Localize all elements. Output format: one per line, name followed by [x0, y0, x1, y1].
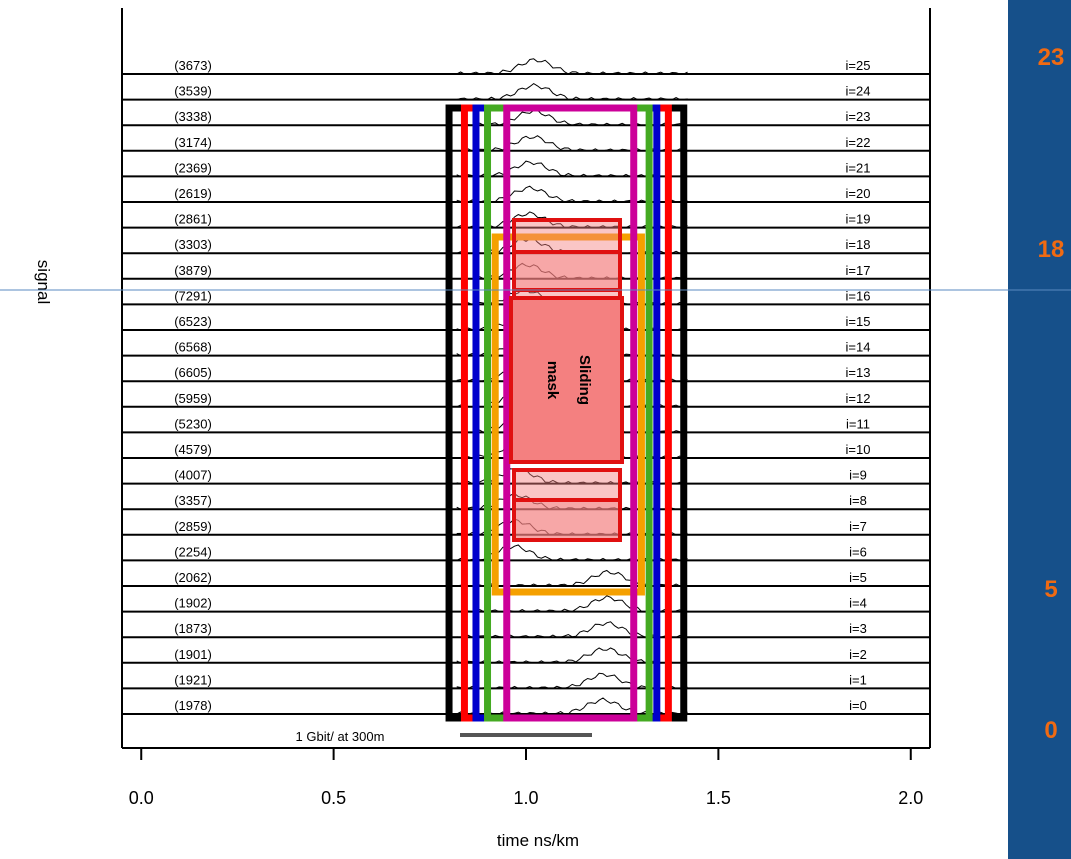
- scale-bar-label: 1 Gbit/ at 300m: [296, 729, 385, 744]
- trace-right-label: i=8: [849, 493, 867, 508]
- trace-right-label: i=24: [846, 84, 871, 99]
- trace-right-label: i=16: [846, 288, 871, 303]
- trace-right-label: i=11: [846, 416, 870, 431]
- trace-right-label: i=20: [846, 186, 871, 201]
- trace-left-label: (5230): [174, 416, 212, 431]
- x-tick-label: 0.0: [129, 788, 154, 808]
- trace-right-label: i=15: [846, 314, 871, 329]
- trace-left-label: (2062): [174, 570, 212, 585]
- trace-right-label: i=0: [849, 698, 867, 713]
- trace-left-label: (3539): [174, 84, 212, 99]
- trace-waveform: [456, 82, 688, 101]
- trace-left-label: (5959): [174, 391, 212, 406]
- trace-right-label: i=17: [846, 263, 871, 278]
- trace-right-label: i=10: [846, 442, 871, 457]
- trace-right-label: i=23: [846, 109, 871, 124]
- trace-right-label: i=9: [849, 468, 867, 483]
- trace-left-label: (1921): [174, 672, 212, 687]
- trace-left-label: (3879): [174, 263, 212, 278]
- sliding-mask-group: Sliding mask: [509, 218, 624, 542]
- trace-right-label: i=5: [849, 570, 867, 585]
- window-box: [503, 104, 638, 722]
- sliding-mask-label: Sliding: [576, 355, 593, 405]
- trace-right-label: i=14: [846, 340, 871, 355]
- side-label-0: 0: [1044, 717, 1058, 744]
- trace-left-label: (2254): [174, 544, 212, 559]
- trace-right-label: i=13: [846, 365, 871, 380]
- window-box: [491, 233, 645, 596]
- trace-left-label: (4579): [174, 442, 212, 457]
- window-boxes: [445, 104, 688, 722]
- traces: (1978) i=0 (1921) i=1 (1901) i=2 (1873) i=3 (190…: [122, 58, 930, 715]
- trace-left-label: (2861): [174, 212, 212, 227]
- trace-right-label: i=7: [849, 519, 867, 534]
- trace-right-label: i=3: [849, 621, 867, 636]
- trace-left-label: (3303): [174, 237, 212, 252]
- trace-left-label: (3174): [174, 135, 212, 150]
- trace-right-label: i=19: [846, 212, 871, 227]
- trace-left-label: (1978): [174, 698, 212, 713]
- trace-right-label: i=12: [846, 391, 871, 406]
- trace-left-label: (1873): [174, 621, 212, 636]
- trace-left-label: (6605): [174, 365, 212, 380]
- trace-left-label: (6568): [174, 340, 212, 355]
- x-tick-label: 1.0: [513, 788, 538, 808]
- trace-right-label: i=18: [846, 237, 871, 252]
- trace-left-label: (2619): [174, 186, 212, 201]
- x-tick-label: 2.0: [898, 788, 923, 808]
- side-label-18: 18: [1037, 236, 1065, 263]
- trace-left-label: (7291): [174, 288, 212, 303]
- trace-right-label: i=2: [849, 647, 867, 662]
- trace-left-label: (1901): [174, 647, 212, 662]
- trace-right-label: i=6: [849, 544, 867, 559]
- trace-right-label: i=21: [846, 160, 871, 175]
- trace-left-label: (3357): [174, 493, 212, 508]
- x-ticks: 0.0 0.5 1.0 1.5 2.0: [129, 748, 923, 808]
- trace-left-label: (2859): [174, 519, 212, 534]
- side-label-23: 23: [1037, 44, 1065, 71]
- x-tick-label: 1.5: [706, 788, 731, 808]
- y-axis-label: signal: [34, 260, 53, 304]
- sliding-mask-ghost: [512, 468, 622, 542]
- side-label-5: 5: [1044, 576, 1058, 603]
- trace-right-label: i=4: [849, 596, 867, 611]
- trace-left-label: (3338): [174, 109, 212, 124]
- trace-left-label: (2369): [174, 160, 212, 175]
- trace-left-label: (1902): [174, 596, 212, 611]
- trace-left-label: (4007): [174, 468, 212, 483]
- sliding-mask-ghost: [512, 250, 622, 292]
- trace-waveform: [456, 58, 688, 75]
- sliding-mask-label: mask: [544, 361, 561, 400]
- x-axis-label: time ns/km: [497, 831, 579, 850]
- trace-right-label: i=22: [846, 135, 871, 150]
- trace-left-label: (3673): [174, 58, 212, 73]
- trace-right-label: i=25: [846, 58, 871, 73]
- trace-left-label: (6523): [174, 314, 212, 329]
- trace-right-label: i=1: [849, 672, 867, 687]
- sliding-mask-ghost: [512, 498, 622, 542]
- sliding-mask-box: [509, 296, 624, 464]
- x-tick-label: 0.5: [321, 788, 346, 808]
